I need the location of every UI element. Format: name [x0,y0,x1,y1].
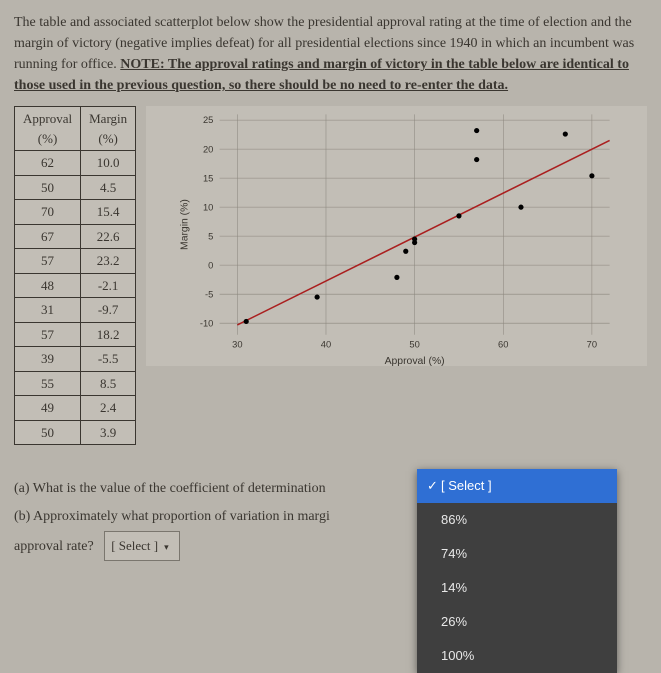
svg-text:25: 25 [203,115,213,125]
svg-text:Approval (%): Approval (%) [385,356,445,366]
table-row: 6210.0 [15,151,136,176]
dropdown-selected[interactable]: ✓[ Select ] [417,469,617,503]
svg-text:70: 70 [587,339,597,349]
svg-text:40: 40 [321,339,331,349]
table-row: 31-9.7 [15,298,136,323]
intro-text: The table and associated scatterplot bel… [14,12,647,96]
svg-text:Margin (%): Margin (%) [180,199,191,250]
svg-text:60: 60 [498,339,508,349]
select-b[interactable]: [ Select ]▾ [104,531,179,561]
table-row: 503.9 [15,420,136,445]
col-header-approval: Approval(%) [15,107,81,151]
svg-text:10: 10 [203,202,213,212]
svg-text:15: 15 [203,173,213,183]
svg-text:0: 0 [208,260,213,270]
scatter-chart: 30 40 50 60 70 -10 -5 0 5 10 15 20 25 Approval (%) Mar… [146,106,647,366]
table-row: 6722.6 [15,224,136,249]
svg-text:50: 50 [410,339,420,349]
svg-text:-5: -5 [205,289,213,299]
dropdown-option[interactable]: 74% [417,537,617,571]
dropdown-menu[interactable]: ✓[ Select ] 86%74%14%26%100% [417,469,617,673]
dropdown-option[interactable]: 100% [417,639,617,673]
dropdown-option[interactable]: 26% [417,605,617,639]
table-row: 5718.2 [15,322,136,347]
dropdown-option[interactable]: 14% [417,571,617,605]
svg-text:5: 5 [208,231,213,241]
data-table: Approval(%) Margin(%) 6210.0504.57015.46… [14,106,136,445]
svg-text:-10: -10 [200,318,214,328]
table-row: 558.5 [15,371,136,396]
svg-text:30: 30 [232,339,242,349]
table-row: 5723.2 [15,249,136,274]
dropdown-option[interactable]: 86% [417,503,617,537]
table-row: 39-5.5 [15,347,136,372]
table-row: 492.4 [15,396,136,421]
table-row: 504.5 [15,175,136,200]
table-row: 48-2.1 [15,273,136,298]
col-header-margin: Margin(%) [81,107,136,151]
table-row: 7015.4 [15,200,136,225]
svg-text:20: 20 [203,144,213,154]
